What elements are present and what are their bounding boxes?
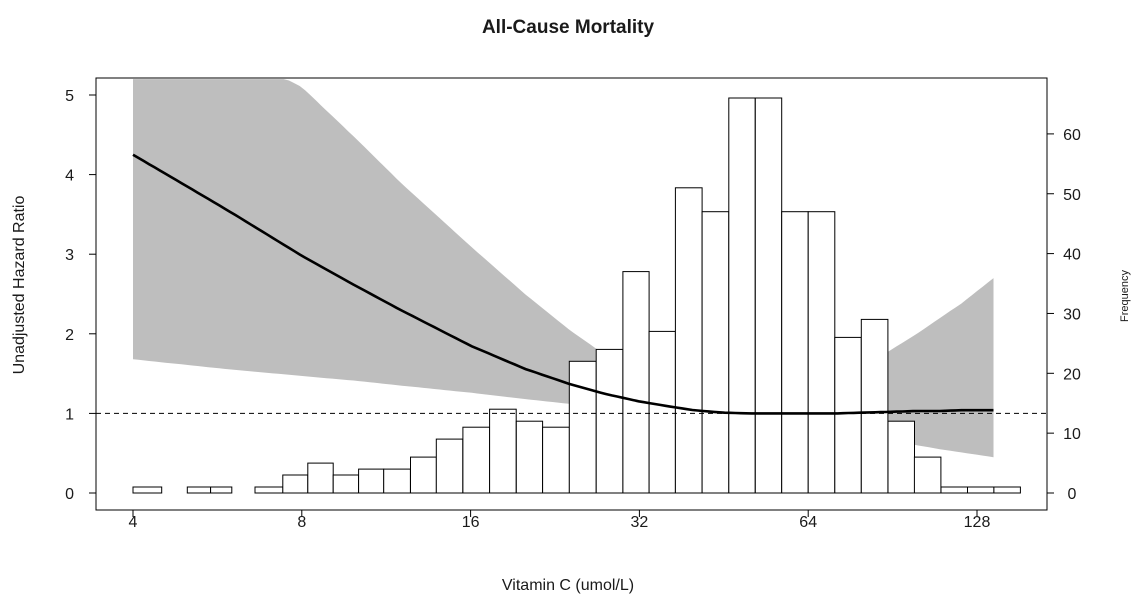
histogram-bar (410, 456, 437, 494)
y2-tick-label: 40 (1063, 247, 1081, 264)
y-tick-label: 5 (65, 88, 74, 105)
x-axis-label: Vitamin C (umol/L) (502, 577, 634, 594)
histogram-bar (254, 486, 284, 494)
histogram-bar (307, 462, 334, 494)
histogram-bar (282, 474, 309, 494)
histogram-bar (568, 360, 597, 494)
hazard-ratio-line (132, 153, 994, 415)
histogram-bar (860, 318, 889, 494)
x-tick-label: 4 (129, 514, 138, 531)
y2-tick-label: 60 (1063, 127, 1081, 144)
histogram-bar (834, 336, 862, 494)
histogram-bar (210, 486, 233, 494)
histogram-bar (489, 408, 517, 494)
x-tick-label: 32 (631, 514, 649, 531)
x-tick-label: 128 (964, 514, 991, 531)
histogram-bar (132, 486, 163, 494)
ci-band (133, 79, 994, 458)
histogram-bar (887, 420, 915, 494)
histogram-bar (728, 97, 756, 494)
y-tick-label: 0 (65, 486, 74, 503)
histogram-bar (781, 211, 809, 494)
y-tick-label: 1 (65, 406, 74, 423)
histogram-bar (967, 486, 995, 494)
x-tick-label: 64 (799, 514, 817, 531)
histogram-bar (701, 211, 730, 494)
ci-band-layer (133, 79, 994, 458)
histogram-bar (332, 474, 360, 494)
hazard-line-layer (96, 153, 1047, 415)
y2-axis-label: Frequency (1119, 270, 1131, 322)
histogram-bar (674, 187, 703, 494)
y-tick-label: 3 (65, 247, 74, 264)
x-tick-label: 16 (462, 514, 480, 531)
y2-tick-label: 10 (1063, 426, 1081, 443)
chart-title: All-Cause Mortality (482, 17, 655, 38)
histogram-bar (622, 271, 650, 494)
histogram-bar (913, 456, 942, 494)
histogram-bar (515, 420, 544, 494)
y-axis-label: Unadjusted Hazard Ratio (11, 196, 28, 375)
histogram-bar (940, 486, 968, 494)
x-tick-label: 8 (297, 514, 306, 531)
y2-tick-label: 0 (1068, 486, 1077, 503)
histogram-bar (754, 97, 783, 494)
y2-tick-label: 30 (1063, 306, 1081, 323)
histogram-bar (358, 468, 385, 494)
histogram-bars-layer (132, 97, 1021, 494)
histogram-bar (462, 426, 491, 494)
histogram-bar (993, 486, 1021, 494)
histogram-bar (383, 468, 411, 494)
y2-tick-label: 50 (1063, 187, 1081, 204)
histogram-bar (186, 486, 212, 494)
histogram-bar (542, 426, 570, 494)
histogram-bar (648, 330, 676, 494)
y-tick-label: 2 (65, 327, 74, 344)
histogram-bar (807, 211, 836, 494)
y2-tick-label: 20 (1063, 366, 1081, 383)
y-tick-label: 4 (65, 168, 74, 185)
histogram-bar (595, 348, 624, 494)
histogram-bar (435, 438, 464, 494)
